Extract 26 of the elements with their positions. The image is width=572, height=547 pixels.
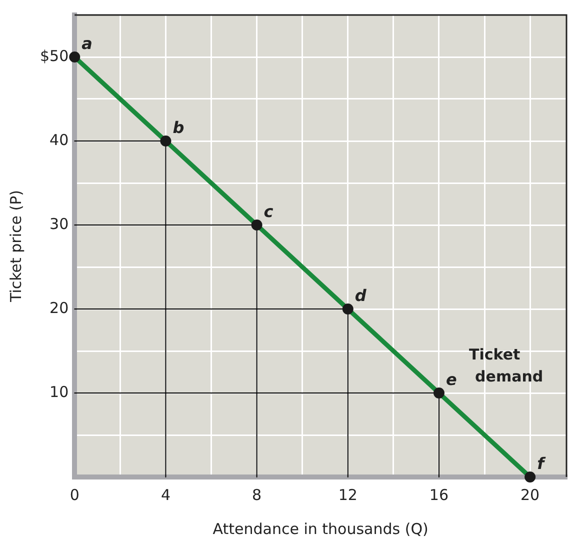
point <box>160 136 172 146</box>
annotation: f <box>537 454 546 473</box>
x-tick-label: 20 <box>520 486 540 504</box>
annotation: Ticket demand <box>469 345 544 386</box>
point <box>524 472 536 482</box>
y-tick-label: 40 <box>50 130 69 149</box>
y-tick-label: 20 <box>50 298 69 317</box>
x-axis-title: Attendance in thousands (Q) <box>212 520 428 538</box>
annotation: c <box>264 202 274 221</box>
x-tick-label: 16 <box>429 486 449 504</box>
point <box>251 220 262 230</box>
x-tick-label: 12 <box>338 486 358 504</box>
x-tick-label: 0 <box>70 486 80 504</box>
annotation: b <box>172 118 184 137</box>
y-tick-label: 30 <box>50 214 69 233</box>
point <box>69 52 80 62</box>
x-tick-label: 4 <box>160 486 170 504</box>
y-axis-title: Ticket price (P) <box>6 190 25 303</box>
point <box>433 388 444 398</box>
point <box>342 304 354 314</box>
annotation: e <box>446 370 457 389</box>
y-tick-label: $50 <box>40 46 69 65</box>
y-tick-label: 10 <box>50 382 69 401</box>
annotation: d <box>354 286 367 305</box>
x-tick-label: 8 <box>252 486 262 504</box>
annotation: a <box>82 34 92 53</box>
